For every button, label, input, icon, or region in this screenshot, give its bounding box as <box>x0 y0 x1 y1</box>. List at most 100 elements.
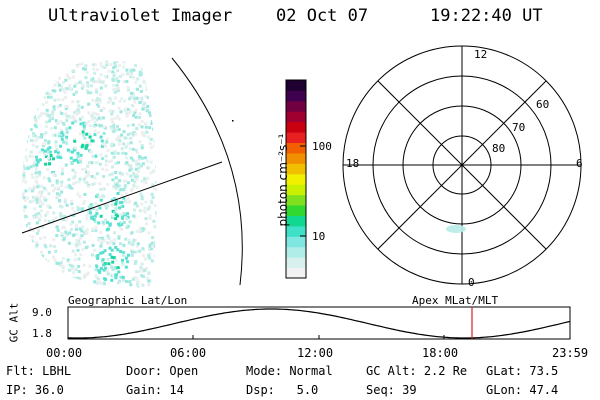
speckle-pixel <box>103 249 107 253</box>
speckle-pixel <box>140 130 144 134</box>
speckle-pixel <box>129 156 133 160</box>
speckle-pixel <box>82 177 86 181</box>
colorbar-block <box>286 257 306 269</box>
speckle-pixel <box>31 228 35 232</box>
speckle-pixel <box>97 77 101 81</box>
speckle-pixel <box>53 186 57 190</box>
speckle-pixel <box>71 168 75 172</box>
speckle-pixel <box>99 61 103 65</box>
speckle-pixel <box>66 259 70 263</box>
speckle-pixel <box>70 267 74 271</box>
speckle-pixel <box>98 162 102 166</box>
speckle-pixel <box>131 172 135 176</box>
speckle-pixel <box>95 264 99 268</box>
speckle-pixel <box>110 278 114 282</box>
speckle-pixel <box>140 146 144 150</box>
speckle-pixel <box>122 243 126 247</box>
speckle-pixel <box>151 236 155 240</box>
speckle-pixel <box>129 74 133 78</box>
speckle-pixel <box>113 210 117 214</box>
speckle-pixel <box>104 159 108 163</box>
speckle-pixel <box>98 92 102 96</box>
speckle-pixel <box>147 248 151 252</box>
speckle-pixel <box>82 67 86 71</box>
speckle-pixel <box>132 114 136 118</box>
speckle-pixel <box>87 91 91 95</box>
speckle-pixel <box>95 276 99 280</box>
speckle-pixel <box>139 266 143 270</box>
speckle-pixel <box>38 217 42 221</box>
speckle-pixel <box>98 206 102 210</box>
speckle-pixel <box>121 151 125 155</box>
orbit-xticks <box>67 335 571 339</box>
speckle-pixel <box>129 68 133 72</box>
speckle-pixel <box>102 65 106 69</box>
speckle-pixel <box>78 220 82 224</box>
speckle-pixel <box>96 97 100 101</box>
speckle-pixel <box>44 213 48 217</box>
speckle-pixel <box>56 105 60 109</box>
speckle-pixel <box>93 121 97 125</box>
speckle-pixel <box>117 235 121 239</box>
speckle-pixel <box>70 264 74 268</box>
orbit-left-title: Geographic Lat/Lon <box>68 294 188 307</box>
speckle-pixel <box>126 253 130 257</box>
speckle-pixel <box>122 65 126 69</box>
speckle-pixel <box>83 231 87 235</box>
speckle-pixel <box>101 80 105 84</box>
speckle-pixel <box>99 153 103 157</box>
speckle-pixel <box>100 236 104 240</box>
speckle-pixel <box>60 264 64 268</box>
speckle-pixel <box>117 79 121 83</box>
speckle-pixel <box>76 100 80 104</box>
speckle-pixel <box>129 91 133 95</box>
speckle-pixel <box>59 214 63 218</box>
speckle-pixel <box>123 136 127 140</box>
speckle-pixel <box>105 220 109 224</box>
speckle-pixel <box>131 104 135 108</box>
speckle-pixel <box>83 67 87 71</box>
speckle-pixel <box>95 90 99 94</box>
status-mode: Mode: Normal <box>246 364 333 378</box>
speckle-pixel <box>85 181 89 185</box>
speckle-pixel <box>119 250 123 254</box>
speckle-pixel <box>114 276 118 280</box>
speckle-pixel <box>97 268 101 272</box>
speckle-pixel <box>133 261 137 265</box>
speckle-pixel <box>37 211 41 215</box>
speckle-pixel <box>144 217 148 221</box>
speckle-pixel <box>46 259 50 263</box>
speckle-pixel <box>28 154 32 158</box>
speckle-pixel <box>90 139 94 143</box>
speckle-pixel <box>101 251 105 255</box>
speckle-pixel <box>112 256 116 260</box>
speckle-pixel <box>74 268 78 272</box>
speckle-pixel <box>97 277 101 281</box>
speckle-pixel <box>146 176 150 180</box>
speckle-pixel <box>118 201 122 205</box>
speckle-pixel <box>113 72 117 76</box>
speckle-pixel <box>60 180 64 184</box>
speckle-pixel <box>72 182 76 186</box>
speckle-pixel <box>140 195 144 199</box>
speckle-pixel <box>125 226 129 230</box>
speckle-pixel <box>147 282 151 286</box>
speckle-pixel <box>135 127 139 131</box>
speckle-pixel <box>88 135 92 139</box>
speckle-pixel <box>135 174 139 178</box>
speckle-pixel <box>95 80 99 84</box>
orbit-ytick-low: 1.8 <box>32 327 52 340</box>
speckle-pixel <box>70 199 74 203</box>
speckle-pixel <box>107 262 111 266</box>
speckle-pixel <box>73 171 77 175</box>
mlt-label-18: 18 <box>346 157 360 170</box>
speckle-pixel <box>117 117 121 121</box>
speckle-pixel <box>104 266 108 270</box>
speckle-pixel <box>135 162 139 166</box>
speckle-pixel <box>122 130 126 134</box>
speckle-pixel <box>60 167 64 171</box>
speckle-pixel <box>112 185 116 189</box>
speckle-pixel <box>113 61 117 65</box>
speckle-pixel <box>134 80 138 84</box>
speckle-pixel <box>65 203 69 207</box>
